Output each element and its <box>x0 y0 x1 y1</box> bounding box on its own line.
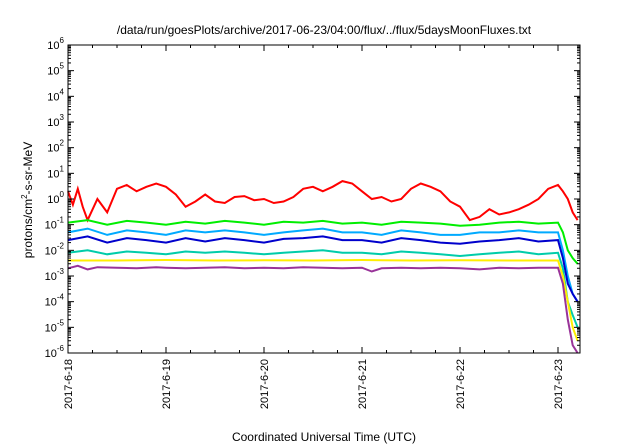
x-axis-label: Coordinated Universal Time (UTC) <box>232 430 416 444</box>
y-tick-label: 105 <box>47 62 64 78</box>
chart-title: /data/run/goesPlots/archive/2017-06-23/0… <box>117 23 532 37</box>
x-tick-label: 2017-6-23 <box>553 359 565 409</box>
y-tick-label: 101 <box>47 164 64 180</box>
plot-lines <box>67 180 579 354</box>
y-tick-label: 102 <box>47 139 64 155</box>
y-tick-label: 10-4 <box>45 293 65 309</box>
y-tick-label: 10-6 <box>45 344 65 360</box>
y-tick-label: 100 <box>47 190 64 206</box>
y-tick-label: 10-3 <box>45 267 65 283</box>
y-tick-label: 10-5 <box>45 318 65 334</box>
y-tick-label: 104 <box>47 87 64 103</box>
y-axis-label: protons/cm2-s-sr-MeV <box>20 142 35 258</box>
series-line-1 <box>67 219 579 265</box>
x-tick-label: 2017-6-19 <box>161 359 173 409</box>
series-line-0 <box>67 180 579 223</box>
x-tick-label: 2017-6-20 <box>259 359 271 409</box>
x-tick-label: 2017-6-22 <box>455 359 467 409</box>
series-line-2 <box>67 227 579 303</box>
y-tick-label: 10-2 <box>45 241 65 257</box>
x-tick-label: 2017-6-21 <box>357 359 369 409</box>
x-tick-labels: 2017-6-18 2017-6-19 2017-6-20 2017-6-21 2017… <box>63 359 565 409</box>
series-line-3 <box>67 235 579 303</box>
series-line-4 <box>67 249 579 328</box>
y-tick-labels: 10-6 10-5 10-4 10-3 10-2 10-1 100 101 102 103 104 1… <box>45 36 65 360</box>
y-tick-label: 103 <box>47 113 64 129</box>
series-line-5 <box>68 258 579 342</box>
axis-ticks <box>67 44 580 354</box>
plot-frame <box>67 44 581 354</box>
series-line-6 <box>67 264 579 354</box>
x-tick-label: 2017-6-18 <box>63 359 75 409</box>
y-tick-label: 10-1 <box>45 216 65 232</box>
y-tick-label: 106 <box>47 36 64 52</box>
